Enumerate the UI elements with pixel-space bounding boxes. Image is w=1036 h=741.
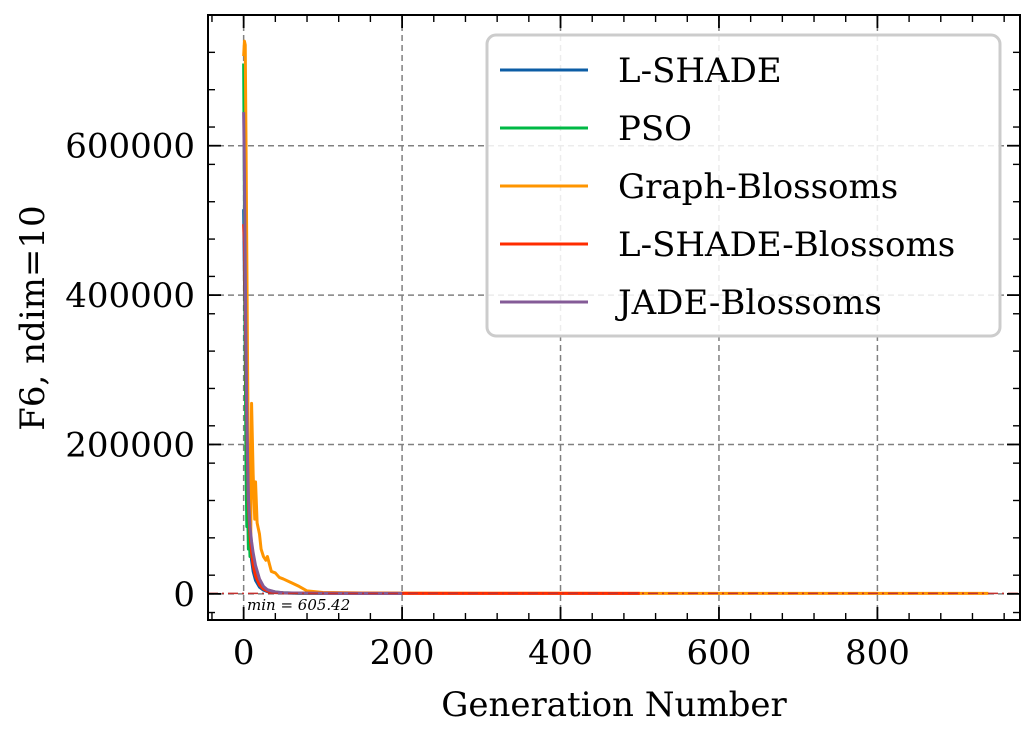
legend-box — [485, 33, 1002, 338]
series-line-jade-blossoms — [242, 112, 403, 595]
series-line-l-shade — [242, 209, 403, 595]
legend-items: L-SHADE PSO Graph-Blossoms L-SHADE-Blossoms… — [500, 51, 955, 323]
legend-label: JADE-Blossoms — [615, 283, 882, 323]
legend-label: L-SHADE — [618, 51, 782, 91]
legend-label: PSO — [618, 109, 692, 149]
y-tick-label: 200000 — [65, 425, 195, 465]
x-axis-title: Generation Number — [441, 685, 787, 725]
x-tick-label: 200 — [370, 633, 435, 673]
x-tick-label: 800 — [845, 633, 910, 673]
y-axis-title: F6, ndim=10 — [13, 205, 53, 430]
axis-ticks — [208, 14, 1020, 620]
x-tick-label: 0 — [233, 633, 255, 673]
tick-labels: 0 200 400 600 800 0 200000 400000 600000 — [65, 127, 910, 673]
min-annotation: min = 605.42 — [247, 596, 350, 614]
y-tick-label: 600000 — [65, 127, 195, 167]
y-tick-label: 0 — [173, 575, 195, 615]
legend: L-SHADE PSO Graph-Blossoms L-SHADE-Blossoms… — [485, 33, 1002, 338]
plot-frame — [207, 14, 1021, 621]
x-tick-label: 600 — [687, 633, 752, 673]
x-tick-label: 400 — [528, 633, 593, 673]
y-tick-label: 400000 — [65, 276, 195, 316]
legend-label: L-SHADE-Blossoms — [618, 225, 955, 265]
legend-label: Graph-Blossoms — [618, 167, 898, 207]
